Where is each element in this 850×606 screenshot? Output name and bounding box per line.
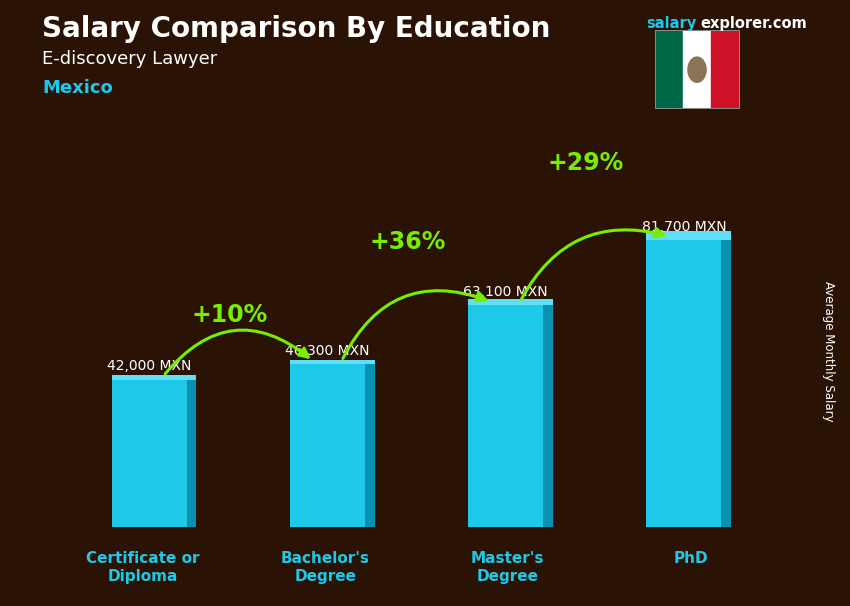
Bar bbox=[111, 375, 196, 379]
Bar bbox=[543, 305, 552, 527]
FancyArrowPatch shape bbox=[521, 228, 664, 299]
Bar bbox=[468, 305, 543, 527]
Text: Certificate or
Diploma: Certificate or Diploma bbox=[86, 551, 199, 584]
Text: +10%: +10% bbox=[191, 303, 268, 327]
FancyArrowPatch shape bbox=[165, 330, 309, 374]
Bar bbox=[683, 30, 711, 109]
Bar bbox=[365, 364, 375, 527]
Bar bbox=[722, 240, 731, 527]
Bar bbox=[647, 240, 722, 527]
Text: 81,700 MXN: 81,700 MXN bbox=[642, 220, 726, 234]
Bar bbox=[654, 30, 683, 109]
Text: 63,100 MXN: 63,100 MXN bbox=[463, 285, 548, 299]
Text: Master's
Degree: Master's Degree bbox=[471, 551, 545, 584]
Text: E-discovery Lawyer: E-discovery Lawyer bbox=[42, 50, 218, 68]
Text: explorer.com: explorer.com bbox=[700, 16, 808, 32]
Bar bbox=[468, 299, 552, 305]
Bar bbox=[111, 379, 186, 527]
Text: Bachelor's
Degree: Bachelor's Degree bbox=[280, 551, 370, 584]
Circle shape bbox=[688, 57, 706, 82]
Text: Mexico: Mexico bbox=[42, 79, 113, 97]
Bar bbox=[290, 364, 365, 527]
Text: 46,300 MXN: 46,300 MXN bbox=[285, 344, 370, 358]
Bar bbox=[647, 231, 731, 240]
Bar bbox=[186, 379, 196, 527]
Text: Average Monthly Salary: Average Monthly Salary bbox=[822, 281, 836, 422]
Bar bbox=[290, 359, 375, 364]
Text: PhD: PhD bbox=[673, 551, 708, 567]
Text: +36%: +36% bbox=[370, 230, 445, 254]
Bar bbox=[711, 30, 740, 109]
Text: salary: salary bbox=[646, 16, 696, 32]
Text: Salary Comparison By Education: Salary Comparison By Education bbox=[42, 15, 551, 43]
Text: 42,000 MXN: 42,000 MXN bbox=[107, 359, 191, 373]
Text: +29%: +29% bbox=[547, 151, 624, 175]
FancyArrowPatch shape bbox=[343, 291, 485, 359]
